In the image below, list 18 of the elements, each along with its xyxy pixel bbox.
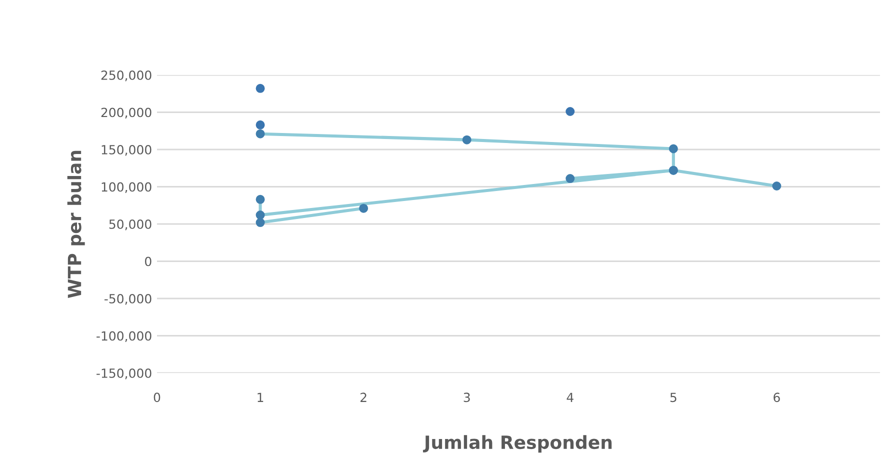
y-tick-label: 150,000 <box>102 144 152 156</box>
y-tick-label: -100,000 <box>96 331 152 342</box>
x-tick-label: 5 <box>670 392 676 402</box>
y-tick-label: 100,000 <box>102 182 152 193</box>
x-tick-label: 4 <box>566 392 574 402</box>
y-tick-label: -150,000 <box>96 368 152 380</box>
x-tick-label: 6 <box>774 392 780 402</box>
x-axis-title: Jumlah Responden <box>422 435 612 453</box>
y-tick-label: 250,000 <box>101 70 152 82</box>
y-tick-label: 200,000 <box>101 108 152 118</box>
x-tick-label: 3 <box>464 392 470 402</box>
y-tick-label: 0 <box>145 256 152 266</box>
y-axis-title: WTP per bulan <box>67 150 85 298</box>
x-tick-label: 2 <box>360 392 366 402</box>
y-tick-label: -50,000 <box>104 294 152 305</box>
x-tick-label: 1 <box>258 392 264 402</box>
y-tick-label: 50,000 <box>109 219 152 230</box>
x-tick-label: 0 <box>154 392 160 402</box>
